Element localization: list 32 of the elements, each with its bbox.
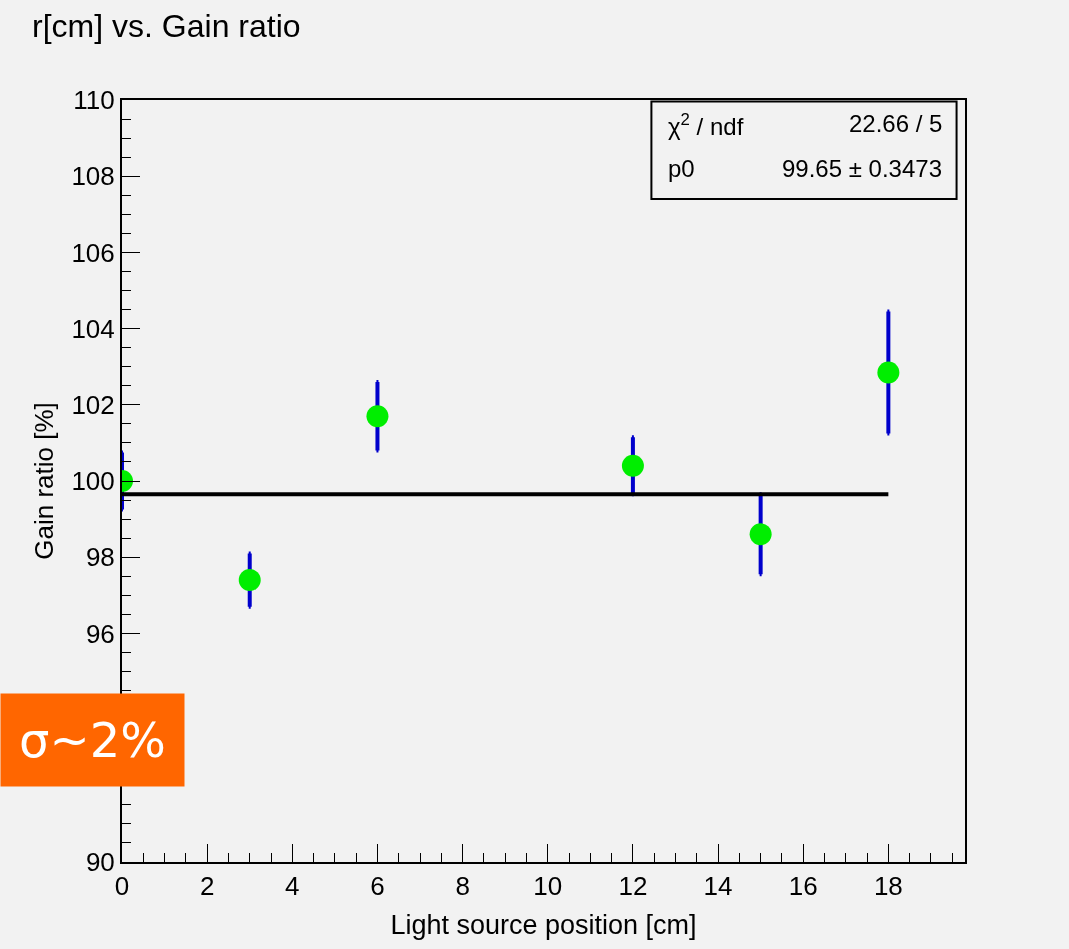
- y-tick-label: 108: [71, 161, 115, 192]
- y-tick-label: 90: [85, 847, 115, 878]
- y-axis-title: Gain ratio [%]: [29, 402, 60, 560]
- point: [749, 523, 772, 546]
- annotation: χ$^{2}$ / ndf: [668, 110, 744, 141]
- x-tick-label: 2: [199, 871, 215, 902]
- point: [877, 361, 900, 384]
- x-tick-label: 14: [703, 871, 733, 902]
- y-tick-label: 100: [71, 466, 115, 497]
- y-tick-label: 104: [71, 313, 115, 344]
- x-tick-label: 0: [114, 871, 130, 902]
- x-tick-label: 18: [873, 871, 903, 902]
- x-tick-label: 4: [285, 871, 300, 902]
- annotation: 99.65 ± 0.3473: [782, 155, 942, 182]
- y-tick-label: 102: [71, 389, 115, 420]
- x-axis-title: Light source position [cm]: [390, 910, 697, 941]
- point: [238, 569, 261, 592]
- x-tick-label: 12: [618, 871, 648, 902]
- x-tick-label: 8: [455, 871, 470, 902]
- y-tick-label: 106: [71, 237, 115, 268]
- x-tick-label: 16: [788, 871, 818, 902]
- y-tick-label: 110: [73, 85, 115, 116]
- annotation: σ~2%: [19, 712, 166, 768]
- y-tick-label: 98: [85, 542, 115, 573]
- x-tick-label: 10: [533, 871, 563, 902]
- y-tick-label: 96: [85, 618, 115, 649]
- chart-title: r[cm] vs. Gain ratio: [32, 7, 301, 44]
- point: [621, 454, 644, 477]
- annotation: p0: [668, 155, 695, 182]
- annotation: 22.66 / 5: [849, 110, 943, 137]
- point: [366, 405, 389, 428]
- x-tick-label: 6: [370, 871, 385, 902]
